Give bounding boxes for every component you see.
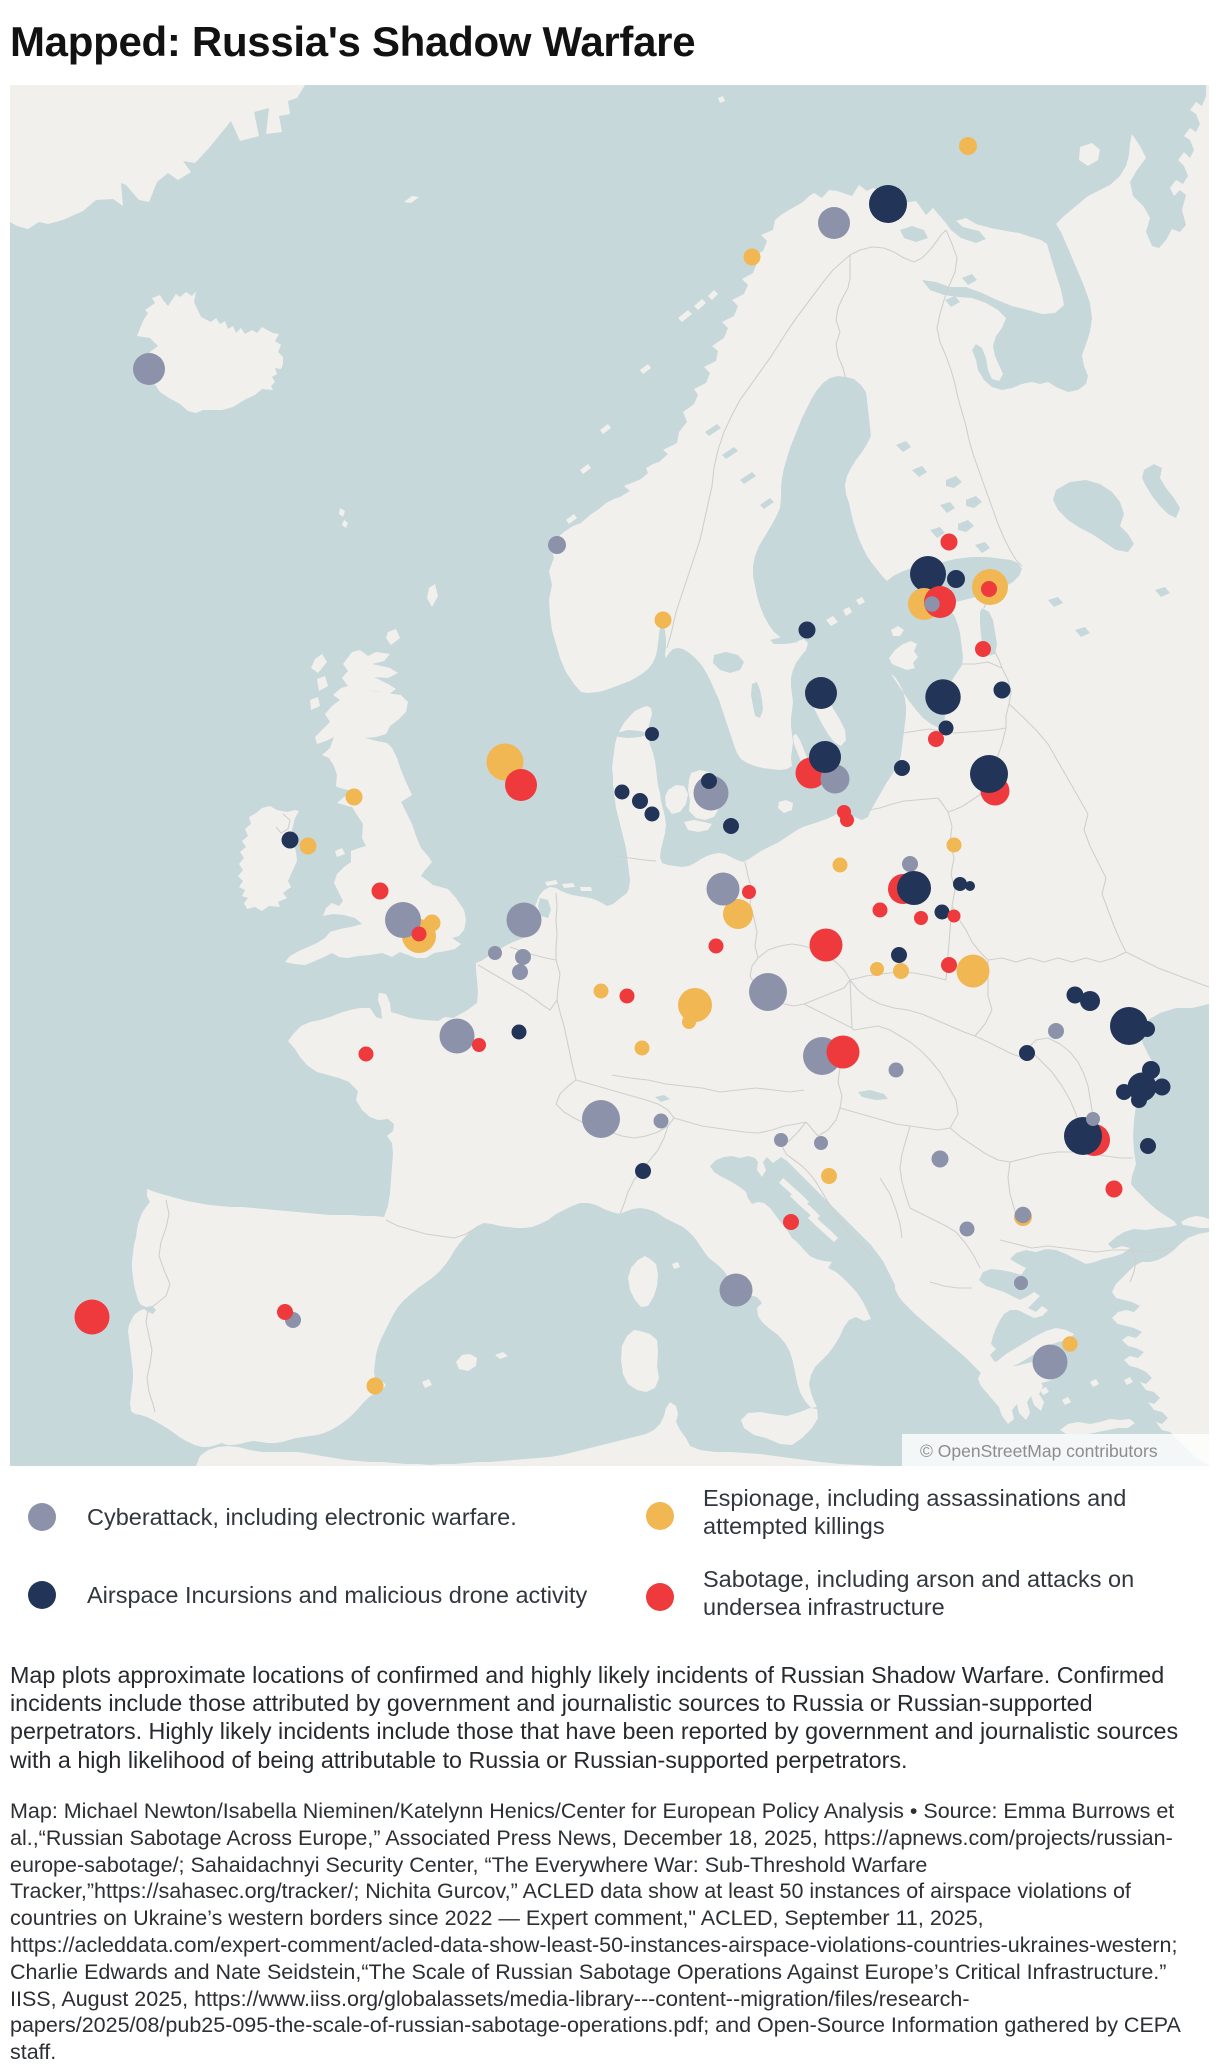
svg-text:© OpenStreetMap contributors: © OpenStreetMap contributors: [920, 1441, 1158, 1461]
